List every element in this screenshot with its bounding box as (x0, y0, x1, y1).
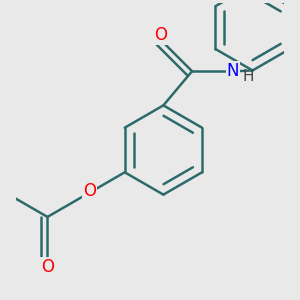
Text: O: O (41, 258, 54, 276)
Text: N: N (227, 62, 239, 80)
Text: O: O (154, 26, 167, 44)
Text: O: O (83, 182, 96, 200)
Text: H: H (242, 69, 254, 84)
